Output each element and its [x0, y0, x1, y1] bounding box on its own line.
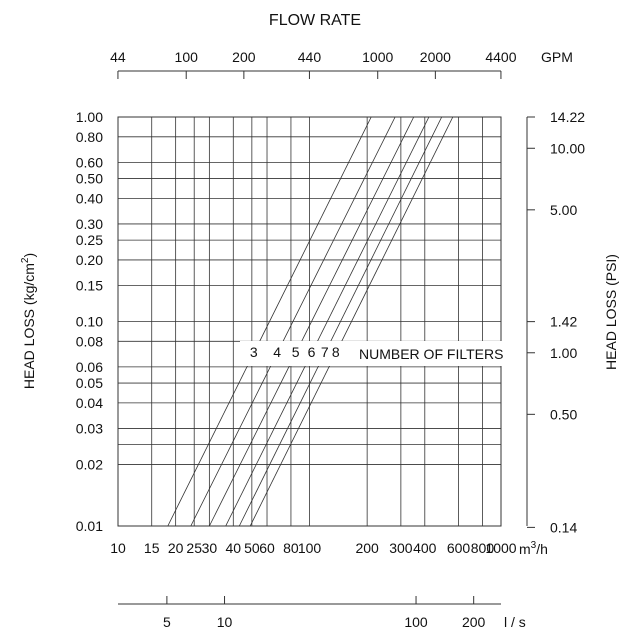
series-label-4: 4 — [273, 344, 281, 360]
x-tick-label-15: 1000 — [485, 540, 516, 556]
y-tick-label-4: 0.04 — [76, 395, 103, 411]
ls-tick-label-1: 10 — [217, 614, 233, 630]
gpm-axis: 44 100 200 440 1000 2000 4400 — [110, 49, 517, 79]
gpm-tick-label-6: 4400 — [485, 49, 516, 65]
y-tick-label-1: 0.02 — [76, 456, 103, 472]
ls-tick-label-3: 200 — [462, 614, 486, 630]
x-tick-label-9: 100 — [298, 540, 322, 556]
x-tick-label-7: 60 — [259, 540, 275, 556]
gpm-unit-label: GPM — [541, 49, 573, 65]
x-tick-label-13: 600 — [447, 540, 471, 556]
x-tick-label-3: 25 — [186, 540, 202, 556]
series-label-7: 7 — [321, 344, 329, 360]
series-label-8: 8 — [332, 344, 340, 360]
y-tick-label-8: 0.10 — [76, 314, 103, 330]
y-tick-labels: 0.01 0.02 0.03 0.04 0.050.06 0.08 0.10 0.15 0.20… — [76, 109, 103, 534]
psi-tick-label-3: 1.42 — [550, 314, 577, 330]
y-tick-label-7: 0.08 — [76, 333, 103, 349]
gpm-tick-label-2: 200 — [232, 49, 256, 65]
series-label-5: 5 — [292, 344, 300, 360]
grid — [117, 116, 502, 527]
y-tick-label-5: 0.05 — [76, 375, 103, 391]
gpm-tick-label-1: 100 — [175, 49, 199, 65]
gpm-tick-label-5: 2000 — [420, 49, 451, 65]
psi-axis: 14.22 10.00 5.00 1.42 1.00 0.50 0.14 — [526, 109, 585, 535]
psi-tick-label-5: 0.50 — [550, 406, 577, 422]
x-tick-label-14: 800 — [471, 540, 495, 556]
ls-tick-label-2: 100 — [404, 614, 428, 630]
x-tick-label-12: 400 — [413, 540, 437, 556]
gpm-tick-label-4: 1000 — [362, 49, 393, 65]
series-line-5 — [209, 116, 415, 527]
ls-tick-label-0: 5 — [163, 614, 171, 630]
y-tick-label-12: 0.30 — [76, 216, 103, 232]
x-tick-label-8: 80 — [283, 540, 299, 556]
x-tick-label-4: 30 — [202, 540, 218, 556]
y-tick-label-13: 0.40 — [76, 190, 103, 206]
x-tick-label-2: 20 — [168, 540, 184, 556]
psi-tick-label-4: 1.00 — [550, 345, 577, 361]
annotation-background — [240, 341, 502, 366]
psi-tick-label-0: 14.22 — [550, 109, 585, 125]
series-label-3: 3 — [250, 344, 258, 360]
y-tick-label-6: 0.06 — [76, 359, 103, 375]
psi-tick-label-6: 0.14 — [550, 519, 577, 535]
series-group — [167, 116, 454, 527]
series-line-3 — [167, 116, 372, 527]
psi-tick-label-1: 10.00 — [550, 140, 585, 156]
y-tick-label-0: 0.01 — [76, 518, 103, 534]
gpm-tick-label-3: 440 — [298, 49, 322, 65]
annotation-number-of-filters: NUMBER OF FILTERS — [359, 346, 503, 362]
x-tick-label-0: 10 — [110, 540, 126, 556]
gpm-tick-label-0: 44 — [110, 49, 126, 65]
y-tick-label-15: 0.60 — [76, 154, 103, 170]
y-tick-label-10: 0.20 — [76, 252, 103, 268]
series-line-7 — [238, 116, 443, 527]
plot-frame — [117, 116, 502, 527]
y-tick-label-11: 0.25 — [76, 232, 103, 248]
chart-title: FLOW RATE — [269, 12, 361, 29]
series-line-6 — [225, 116, 430, 527]
x-tick-label-6: 50 — [244, 540, 260, 556]
ls-axis: 5 10 100 200 — [118, 596, 501, 630]
x-tick-label-5: 40 — [226, 540, 242, 556]
x-tick-label-10: 200 — [355, 540, 379, 556]
series-line-4 — [190, 116, 396, 527]
series-line-8 — [249, 116, 454, 527]
y-tick-label-14: 0.50 — [76, 171, 103, 187]
y-tick-label-16: 0.80 — [76, 129, 103, 145]
psi-tick-label-2: 5.00 — [550, 202, 577, 218]
y2-axis-label: HEAD LOSS (PSI) — [603, 254, 619, 370]
y-axis-label: HEAD LOSS (kg/cm2) — [20, 253, 37, 389]
x-tick-label-11: 300 — [389, 540, 413, 556]
y-tick-label-17: 1.00 — [76, 109, 103, 125]
x-tick-label-1: 15 — [144, 540, 160, 556]
x-unit-label: m3/h — [519, 540, 548, 557]
ls-unit-label: l / s — [504, 614, 526, 630]
series-label-6: 6 — [308, 344, 316, 360]
y-tick-label-3: 0.03 — [76, 420, 103, 436]
y-tick-label-9: 0.15 — [76, 277, 103, 293]
